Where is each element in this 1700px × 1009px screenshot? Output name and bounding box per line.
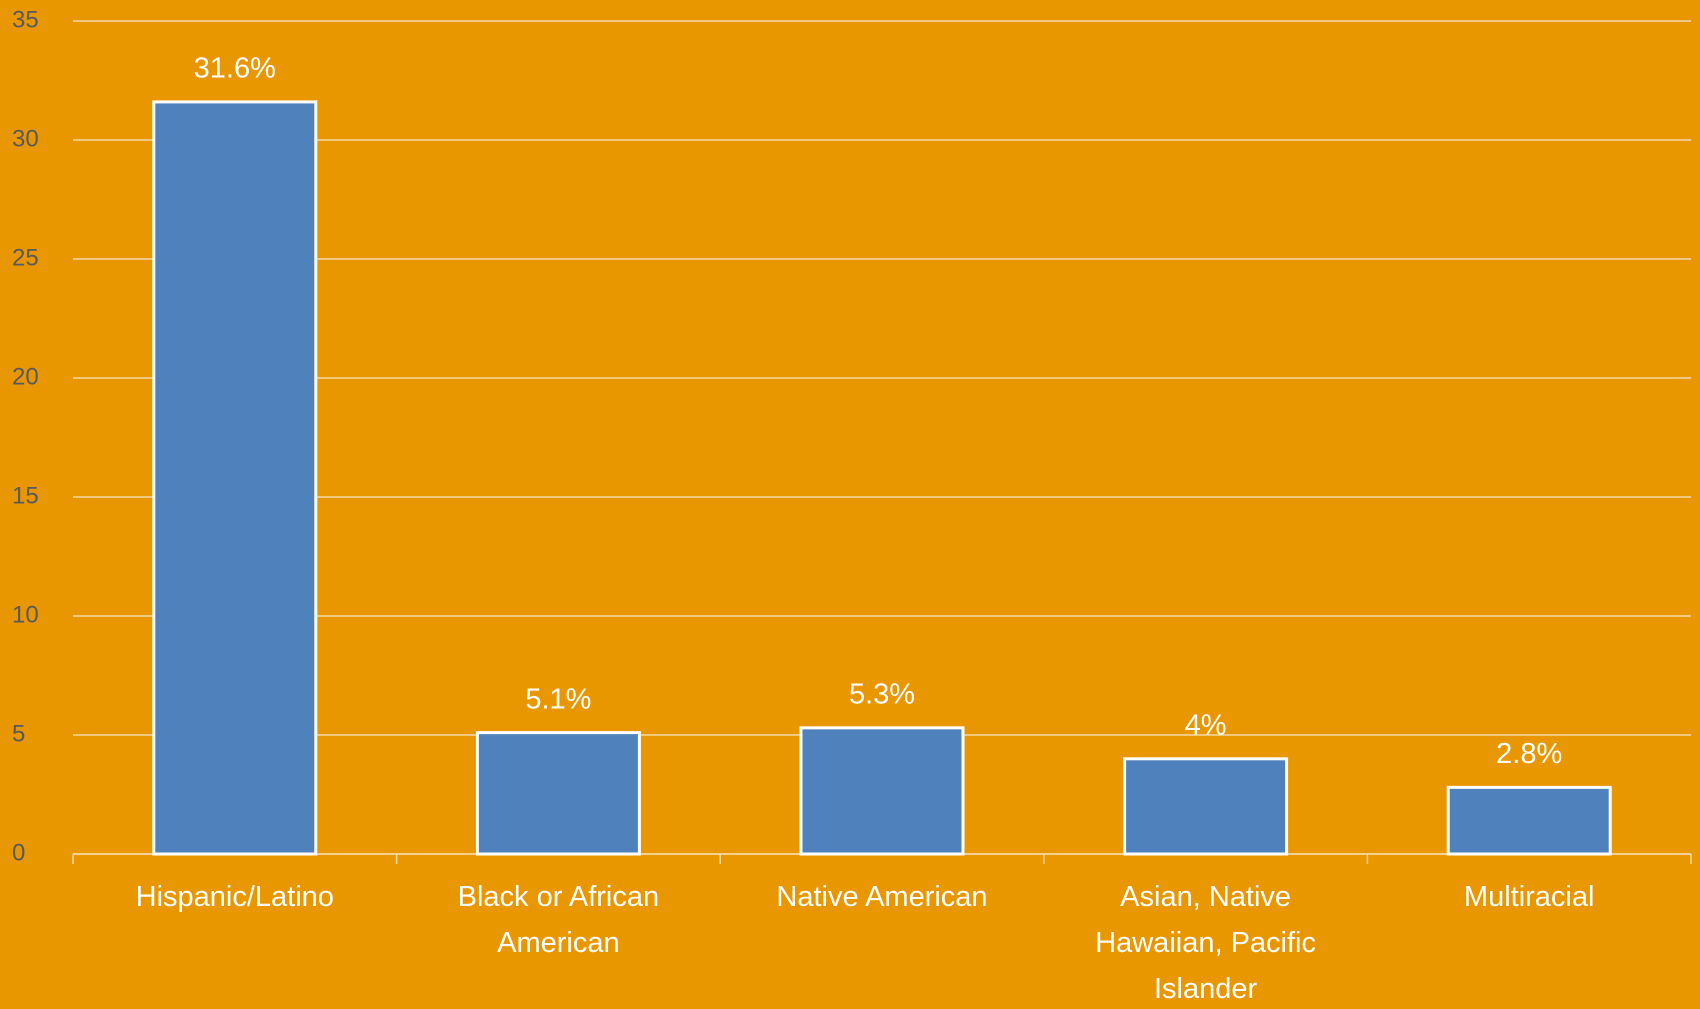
x-tick-label: Multiracial bbox=[1463, 881, 1595, 913]
y-tick-label: 25 bbox=[12, 244, 39, 271]
x-tick-label: Asian, Native Hawaiian, Pacific Islander bbox=[1095, 881, 1316, 1005]
bar bbox=[152, 100, 318, 856]
value-label: 4% bbox=[1185, 709, 1227, 741]
x-tick-label-box: Native American bbox=[776, 881, 988, 913]
x-tick-label: Black or African American bbox=[457, 881, 660, 959]
value-label: 31.6% bbox=[194, 53, 276, 85]
x-tick-label-box: Black or African American bbox=[457, 881, 660, 959]
x-tick-label-box: Asian, Native Hawaiian, Pacific Islander bbox=[1095, 881, 1316, 1005]
x-tick-label-box: Multiracial bbox=[1463, 881, 1595, 913]
y-tick-label: 20 bbox=[12, 363, 39, 390]
y-tick-label: 35 bbox=[12, 6, 39, 33]
y-tick-label: 15 bbox=[12, 482, 39, 509]
x-tick-label: Native American bbox=[776, 881, 988, 913]
value-label: 2.8% bbox=[1496, 738, 1562, 770]
bar bbox=[1123, 757, 1289, 856]
bar bbox=[1446, 785, 1612, 856]
x-tick-label: Hispanic/Latino bbox=[135, 881, 334, 913]
x-tick-label-box: Hispanic/Latino bbox=[135, 881, 334, 913]
y-tick-label: 0 bbox=[12, 839, 25, 866]
y-tick-label: 30 bbox=[12, 125, 39, 152]
y-tick-label: 10 bbox=[12, 601, 39, 628]
bar bbox=[799, 726, 965, 856]
y-tick-label: 5 bbox=[12, 720, 25, 747]
value-label: 5.3% bbox=[849, 679, 915, 711]
value-label: 5.1% bbox=[525, 683, 591, 715]
bar bbox=[475, 731, 641, 856]
